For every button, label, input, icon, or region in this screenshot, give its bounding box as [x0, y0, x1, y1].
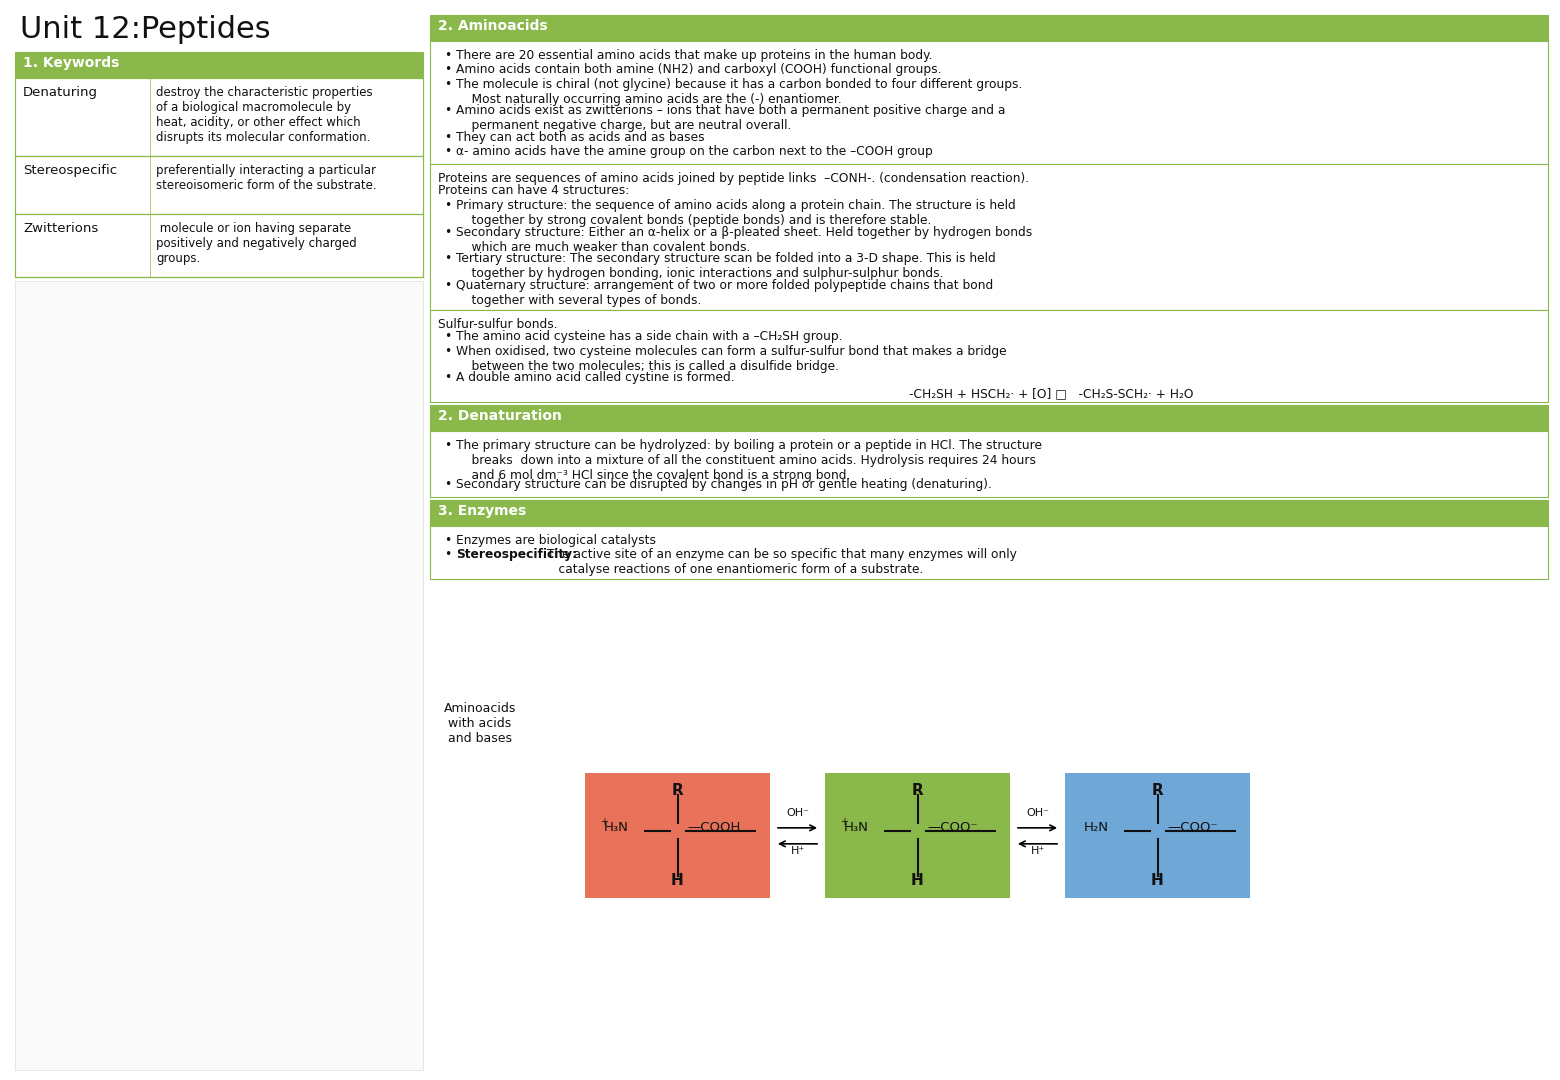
Text: H₃N: H₃N: [844, 821, 869, 835]
Text: •: •: [445, 226, 451, 239]
Bar: [16, 281, 423, 1070]
Bar: [431, 41, 1548, 163]
Text: •: •: [445, 131, 451, 144]
Text: H⁺: H⁺: [791, 846, 805, 855]
Text: H: H: [911, 874, 924, 889]
Text: OH⁻: OH⁻: [786, 808, 810, 818]
Text: -CH₂SH + HSCH₂· + [O] □   -CH₂S-SCH₂· + H₂O: -CH₂SH + HSCH₂· + [O] □ -CH₂S-SCH₂· + H₂…: [909, 388, 1193, 401]
Text: •: •: [445, 330, 451, 343]
Text: Secondary structure: Either an α-helix or a β-pleated sheet. Held together by hy: Secondary structure: Either an α-helix o…: [456, 226, 1033, 254]
Text: H: H: [1151, 874, 1164, 889]
Text: The amino acid cysteine has a side chain with a –CH₂SH group.: The amino acid cysteine has a side chain…: [456, 330, 842, 343]
Text: •: •: [445, 199, 451, 212]
Text: They can act both as acids and as bases: They can act both as acids and as bases: [456, 131, 705, 144]
Bar: [1065, 773, 1250, 899]
Text: •: •: [445, 105, 451, 118]
Bar: [16, 52, 423, 78]
Text: destroy the characteristic properties
of a biological macromolecule by
heat, aci: destroy the characteristic properties of…: [156, 86, 373, 144]
Text: •: •: [445, 440, 451, 453]
Text: α- amino acids have the amine group on the carbon next to the –COOH group: α- amino acids have the amine group on t…: [456, 145, 933, 159]
Text: preferentially interacting a particular
stereoisomeric form of the substrate.: preferentially interacting a particular …: [156, 164, 376, 192]
Text: Primary structure: the sequence of amino acids along a protein chain. The struct: Primary structure: the sequence of amino…: [456, 199, 1016, 227]
Text: •: •: [445, 279, 451, 292]
Text: +: +: [601, 816, 608, 827]
Text: •: •: [445, 478, 451, 491]
Bar: [431, 163, 1548, 310]
Text: H⁺: H⁺: [1030, 846, 1045, 855]
Text: —COO⁻: —COO⁻: [1167, 821, 1218, 835]
Text: H₃N: H₃N: [604, 821, 629, 835]
Text: Tertiary structure: The secondary structure scan be folded into a 3-D shape. Thi: Tertiary structure: The secondary struct…: [456, 253, 995, 281]
Text: •: •: [445, 534, 451, 546]
Bar: [431, 15, 1548, 41]
Text: Amino acids exist as zwitterions – ions that have both a permanent positive char: Amino acids exist as zwitterions – ions …: [456, 105, 1005, 132]
Text: •: •: [445, 345, 451, 357]
Text: R: R: [1151, 783, 1164, 798]
Bar: [431, 310, 1548, 403]
Text: 2. Denaturation: 2. Denaturation: [438, 409, 562, 423]
Text: Stereospecificity:: Stereospecificity:: [456, 548, 577, 561]
Text: Proteins can have 4 structures:: Proteins can have 4 structures:: [438, 185, 629, 198]
Text: molecule or ion having separate
positively and negatively charged
groups.: molecule or ion having separate positive…: [156, 222, 357, 265]
Bar: [585, 773, 771, 899]
Text: Enzymes are biological catalysts: Enzymes are biological catalysts: [456, 534, 657, 546]
Text: 3. Enzymes: 3. Enzymes: [438, 503, 526, 517]
Text: —COO⁻: —COO⁻: [928, 821, 978, 835]
Bar: [431, 526, 1548, 579]
Bar: [16, 78, 423, 156]
Text: Aminoacids
with acids
and bases: Aminoacids with acids and bases: [443, 702, 516, 745]
Text: H₂N: H₂N: [1084, 821, 1109, 835]
Text: OH⁻: OH⁻: [1026, 808, 1048, 818]
Text: 2. Aminoacids: 2. Aminoacids: [438, 19, 548, 33]
Text: 1. Keywords: 1. Keywords: [23, 56, 120, 70]
Text: •: •: [445, 253, 451, 266]
Text: Stereospecific: Stereospecific: [23, 164, 117, 177]
Text: •: •: [445, 548, 451, 561]
Text: •: •: [445, 64, 451, 77]
Text: The active site of an enzyme can be so specific that many enzymes will only
    : The active site of an enzyme can be so s…: [543, 548, 1017, 576]
Text: Quaternary structure: arrangement of two or more folded polypeptide chains that : Quaternary structure: arrangement of two…: [456, 279, 994, 307]
Text: A double amino acid called cystine is formed.: A double amino acid called cystine is fo…: [456, 372, 735, 384]
Text: •: •: [445, 49, 451, 62]
Text: +: +: [839, 816, 849, 827]
Text: Sulfur-sulfur bonds.: Sulfur-sulfur bonds.: [438, 318, 557, 330]
Bar: [825, 773, 1009, 899]
Text: Secondary structure can be disrupted by changes in pH or gentle heating (denatur: Secondary structure can be disrupted by …: [456, 478, 992, 491]
Bar: [16, 156, 423, 214]
Text: R: R: [672, 783, 683, 798]
Text: •: •: [445, 78, 451, 91]
Text: The molecule is chiral (not glycine) because it has a carbon bonded to four diff: The molecule is chiral (not glycine) bec…: [456, 78, 1022, 106]
Bar: [16, 214, 423, 276]
Text: When oxidised, two cysteine molecules can form a sulfur-sulfur bond that makes a: When oxidised, two cysteine molecules ca…: [456, 345, 1006, 373]
Text: There are 20 essential amino acids that make up proteins in the human body.: There are 20 essential amino acids that …: [456, 49, 933, 62]
Text: Denaturing: Denaturing: [23, 86, 98, 99]
Text: Zwitterions: Zwitterions: [23, 222, 98, 235]
Text: Proteins are sequences of amino acids joined by peptide links  –CONH-. (condensa: Proteins are sequences of amino acids jo…: [438, 172, 1030, 185]
Text: •: •: [445, 145, 451, 159]
Bar: [431, 500, 1548, 526]
Text: —COOH: —COOH: [688, 821, 741, 835]
Text: The primary structure can be hydrolyzed: by boiling a protein or a peptide in HC: The primary structure can be hydrolyzed:…: [456, 440, 1042, 483]
Text: R: R: [911, 783, 924, 798]
Bar: [431, 405, 1548, 431]
Text: •: •: [445, 372, 451, 384]
Bar: [16, 78, 423, 276]
Text: H: H: [671, 874, 683, 889]
Bar: [431, 431, 1548, 497]
Text: Unit 12:Peptides: Unit 12:Peptides: [20, 15, 270, 44]
Text: Amino acids contain both amine (NH2) and carboxyl (COOH) functional groups.: Amino acids contain both amine (NH2) and…: [456, 64, 942, 77]
